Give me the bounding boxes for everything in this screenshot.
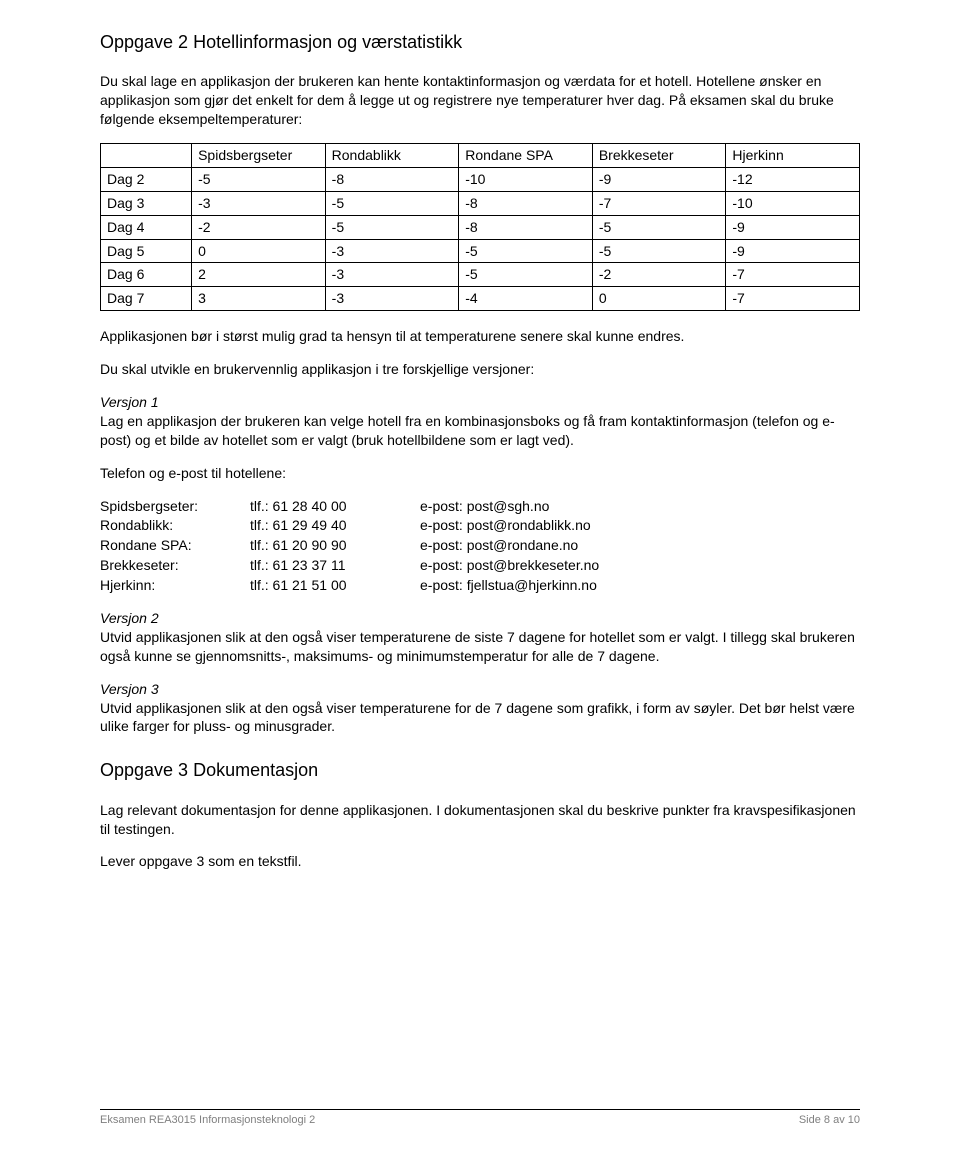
table-cell: Dag 4 [101,215,192,239]
contact-tlf: tlf.: 61 23 37 11 [250,556,420,575]
table-cell: -7 [726,287,860,311]
contact-email: e-post: post@rondablikk.no [420,516,860,535]
contact-email: e-post: post@rondane.no [420,536,860,555]
table-header-row: Spidsbergseter Rondablikk Rondane SPA Br… [101,143,860,167]
table-cell: Dag 5 [101,239,192,263]
table-cell: -10 [459,167,593,191]
contact-name: Rondablikk: [100,516,250,535]
table-row: Dag 7 3 -3 -4 0 -7 [101,287,860,311]
document-page: Oppgave 2 Hotellinformasjon og værstatis… [0,0,960,1168]
table-cell: -3 [325,287,459,311]
table-cell: 3 [192,287,326,311]
version2-label: Versjon 2 [100,610,159,626]
table-cell: -10 [726,191,860,215]
table-header-cell: Rondablikk [325,143,459,167]
contact-name: Brekkeseter: [100,556,250,575]
table-cell: -5 [192,167,326,191]
contact-tlf: tlf.: 61 21 51 00 [250,576,420,595]
table-cell: -5 [325,215,459,239]
contact-tlf: tlf.: 61 29 49 40 [250,516,420,535]
table-header-cell: Hjerkinn [726,143,860,167]
table-cell: -5 [592,215,726,239]
table-cell: 0 [192,239,326,263]
table-cell: 2 [192,263,326,287]
table-cell: -9 [592,167,726,191]
paragraph: Applikasjonen bør i størst mulig grad ta… [100,327,860,346]
table-row: Dag 3 -3 -5 -8 -7 -10 [101,191,860,215]
table-cell: -5 [325,191,459,215]
table-cell: Dag 2 [101,167,192,191]
table-cell: -9 [726,239,860,263]
contact-tlf: tlf.: 61 28 40 00 [250,497,420,516]
table-cell: -5 [459,263,593,287]
table-row: Dag 6 2 -3 -5 -2 -7 [101,263,860,287]
contacts-heading: Telefon og e-post til hotellene: [100,464,860,483]
footer-right: Side 8 av 10 [799,1113,860,1128]
page-footer: Eksamen REA3015 Informasjonsteknologi 2 … [100,1109,860,1128]
footer-left: Eksamen REA3015 Informasjonsteknologi 2 [100,1113,315,1128]
table-cell: -8 [459,215,593,239]
version3-label: Versjon 3 [100,681,159,697]
contact-email: e-post: post@brekkeseter.no [420,556,860,575]
table-cell: Dag 7 [101,287,192,311]
table-cell: -8 [459,191,593,215]
paragraph: Lever oppgave 3 som en tekstfil. [100,852,860,871]
intro-paragraph: Du skal lage en applikasjon der brukeren… [100,72,860,129]
table-cell: -5 [592,239,726,263]
table-row: Dag 5 0 -3 -5 -5 -9 [101,239,860,263]
table-cell: -3 [325,263,459,287]
table-row: Dag 2 -5 -8 -10 -9 -12 [101,167,860,191]
table-cell: -2 [192,215,326,239]
table-cell: -7 [726,263,860,287]
version3-text: Utvid applikasjonen slik at den også vis… [100,699,860,737]
contact-email: e-post: post@sgh.no [420,497,860,516]
table-header-cell: Rondane SPA [459,143,593,167]
temperature-table: Spidsbergseter Rondablikk Rondane SPA Br… [100,143,860,311]
table-cell: -3 [192,191,326,215]
table-cell: Dag 3 [101,191,192,215]
contact-tlf: tlf.: 61 20 90 90 [250,536,420,555]
contacts-list: Spidsbergseter: tlf.: 61 28 40 00 e-post… [100,497,860,595]
table-header-cell: Brekkeseter [592,143,726,167]
version1-text: Lag en applikasjon der brukeren kan velg… [100,412,860,450]
table-header-cell [101,143,192,167]
table-row: Dag 4 -2 -5 -8 -5 -9 [101,215,860,239]
table-cell: 0 [592,287,726,311]
contact-name: Rondane SPA: [100,536,250,555]
table-cell: -12 [726,167,860,191]
paragraph: Lag relevant dokumentasjon for denne app… [100,801,860,839]
task3-heading: Oppgave 3 Dokumentasjon [100,758,860,782]
contact-name: Spidsbergseter: [100,497,250,516]
contact-name: Hjerkinn: [100,576,250,595]
table-cell: -9 [726,215,860,239]
version2-text: Utvid applikasjonen slik at den også vis… [100,628,860,666]
table-cell: -2 [592,263,726,287]
contact-email: e-post: fjellstua@hjerkinn.no [420,576,860,595]
table-cell: -8 [325,167,459,191]
table-cell: -4 [459,287,593,311]
table-cell: -5 [459,239,593,263]
table-header-cell: Spidsbergseter [192,143,326,167]
table-cell: -3 [325,239,459,263]
task2-heading: Oppgave 2 Hotellinformasjon og værstatis… [100,30,860,54]
version1-label: Versjon 1 [100,394,159,410]
table-cell: Dag 6 [101,263,192,287]
paragraph: Du skal utvikle en brukervennlig applika… [100,360,860,379]
table-cell: -7 [592,191,726,215]
